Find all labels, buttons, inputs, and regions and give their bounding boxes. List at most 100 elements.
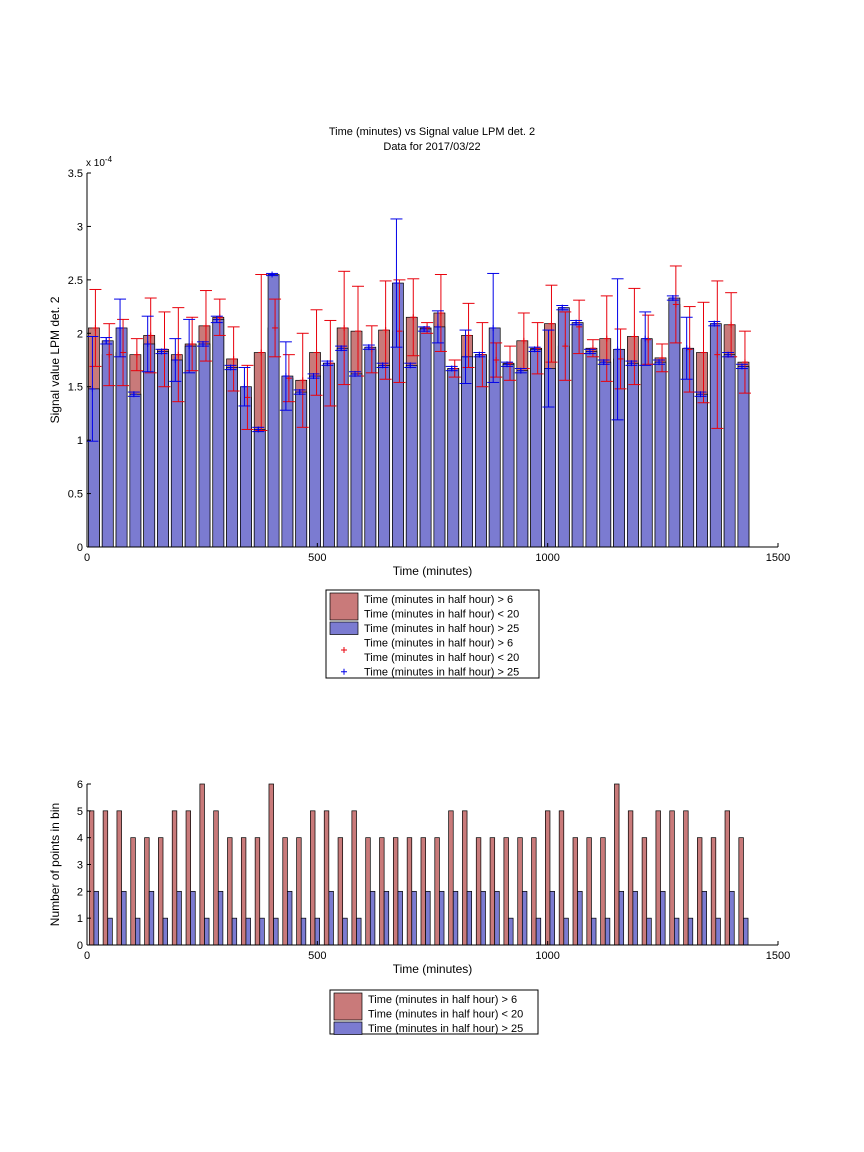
signal-bars-series-2 <box>88 274 750 548</box>
bar-series-2-19 <box>356 917 362 946</box>
bar-series-1-2 <box>116 810 122 946</box>
bar-series-1-15 <box>296 837 302 946</box>
bar-series-2-44 <box>701 890 707 946</box>
y-tick-label-1: 1 <box>77 913 83 925</box>
bar-series-2-10 <box>231 917 238 946</box>
bar-series-1-21 <box>379 837 385 946</box>
x-tick-label-0: 0 <box>84 950 90 962</box>
y-axis-label: Signal value LPM det. 2 <box>48 296 62 423</box>
axis-ticks: 0 500 1000 1500 0 0.5 1 1.5 2 2.5 3 3.5 <box>68 168 791 564</box>
bar-series-2-28 <box>480 890 486 946</box>
bar-series-1-40 <box>641 837 648 946</box>
bar-series-2-23 <box>411 890 417 946</box>
bar-series-1-7 <box>185 810 191 946</box>
bar-series-1-44 <box>697 837 703 946</box>
bar-series-2-39 <box>627 362 639 548</box>
bar-series-2-12 <box>259 917 265 946</box>
bar-series-1-42 <box>669 810 675 946</box>
bar-series-1-17 <box>323 810 330 946</box>
bar-series-2-2 <box>115 327 128 548</box>
bar-series-1-28 <box>475 837 482 946</box>
y-tick-label-4: 2 <box>77 328 83 340</box>
bar-series-2-31 <box>516 370 529 548</box>
bar-series-2-42 <box>673 917 680 946</box>
bar-series-1-30 <box>503 837 509 946</box>
legend-label-1-0: Time (minutes in half hour) > 25 <box>364 623 519 635</box>
legend-label-0-0: Time (minutes in half hour) > 6 <box>368 994 517 1006</box>
y-tick-label-3: 3 <box>77 860 83 872</box>
bar-series-2-43 <box>682 347 695 548</box>
bar-series-2-15 <box>295 391 308 548</box>
bar-series-2-47 <box>743 917 749 946</box>
bar-series-2-13 <box>267 274 280 548</box>
y-tick-label-3: 1.5 <box>68 382 83 394</box>
bar-series-2-36 <box>591 917 597 946</box>
bar-series-1-13 <box>268 783 274 946</box>
bar-series-2-13 <box>273 917 279 946</box>
bar-series-1-14 <box>282 837 288 946</box>
bar-series-1-33 <box>545 810 551 946</box>
bar-series-2-1 <box>101 340 114 548</box>
legend-label-2-0: Time (minutes in half hour) > 6 <box>364 638 513 650</box>
bar-series-2-34 <box>563 917 569 946</box>
bar-series-2-17 <box>328 890 334 946</box>
x-tick-label-0: 0 <box>84 552 90 564</box>
y-tick-label-0: 0 <box>77 542 83 554</box>
legend-label-0-1: Time (minutes in half hour) < 20 <box>368 1009 523 1021</box>
legend-label-0-1: Time (minutes in half hour) < 20 <box>364 609 519 621</box>
bar-series-1-43 <box>683 810 689 946</box>
y-tick-label-2: 2 <box>77 886 83 898</box>
bar-series-2-38 <box>618 890 625 946</box>
bar-series-2-20 <box>369 890 376 946</box>
exponent-power: -4 <box>105 155 113 164</box>
bar-series-2-4 <box>148 890 155 946</box>
bar-series-2-7 <box>190 890 196 946</box>
bar-series-2-31 <box>521 890 528 946</box>
x-axis-label-2: Time (minutes) <box>393 962 473 976</box>
legend-label-1-0: Time (minutes in half hour) > 25 <box>368 1023 523 1035</box>
x-axis-label: Time (minutes) <box>393 564 473 578</box>
bar-series-2-32 <box>535 917 542 946</box>
bar-series-2-34 <box>557 307 570 548</box>
y-tick-label-1: 0.5 <box>68 489 83 501</box>
bar-series-2-26 <box>447 368 460 548</box>
legend-swatch-1 <box>329 621 359 635</box>
bar-series-2-46 <box>729 890 735 946</box>
bar-series-2-44 <box>696 393 708 548</box>
bar-series-2-10 <box>226 367 238 548</box>
bar-series-1-32 <box>531 837 537 946</box>
bar-series-2-12 <box>253 429 266 548</box>
x-tick-label-1: 500 <box>308 950 326 962</box>
bar-series-2-14 <box>287 890 293 946</box>
bar-series-1-18 <box>337 837 344 946</box>
bar-series-1-38 <box>614 783 620 946</box>
bar-series-1-29 <box>489 837 496 946</box>
chart-subtitle: Data for 2017/03/22 <box>383 141 480 153</box>
legend-label-3-0: Time (minutes in half hour) > 25 <box>364 667 519 679</box>
bar-series-2-40 <box>646 917 652 946</box>
bar-series-2-21 <box>383 890 390 946</box>
bar-series-2-11 <box>245 917 251 946</box>
bar-series-1-0 <box>88 810 95 946</box>
signal-legend: Time (minutes in half hour) > 6 Time (min… <box>325 589 540 679</box>
legend-swatch-1 <box>333 1021 363 1035</box>
y-axis-exponent: x 10-4 <box>86 155 113 169</box>
bar-series-2-40 <box>640 338 653 548</box>
bar-series-2-41 <box>654 361 667 548</box>
bar-series-1-41 <box>655 810 661 946</box>
bar-series-2-25 <box>433 326 446 548</box>
bar-series-2-29 <box>494 890 500 946</box>
legend-label-0-0: Time (minutes in half hour) > 6 <box>364 594 513 606</box>
count-chart: 0 500 1000 1500 0 1 2 3 4 5 6 Time (minutes) Numbe… <box>48 779 790 1035</box>
bar-series-2-6 <box>170 359 183 548</box>
bar-series-2-25 <box>439 890 445 946</box>
y-tick-label-2: 1 <box>77 435 83 447</box>
x-tick-label-3: 1500 <box>766 552 790 564</box>
bar-series-1-24 <box>420 837 426 946</box>
y-tick-label-6: 3 <box>77 221 83 233</box>
bar-series-2-3 <box>129 393 142 548</box>
bar-series-2-45 <box>715 917 721 946</box>
bar-series-2-18 <box>342 917 348 946</box>
bar-series-1-31 <box>517 837 523 946</box>
bar-series-2-2 <box>121 890 127 946</box>
